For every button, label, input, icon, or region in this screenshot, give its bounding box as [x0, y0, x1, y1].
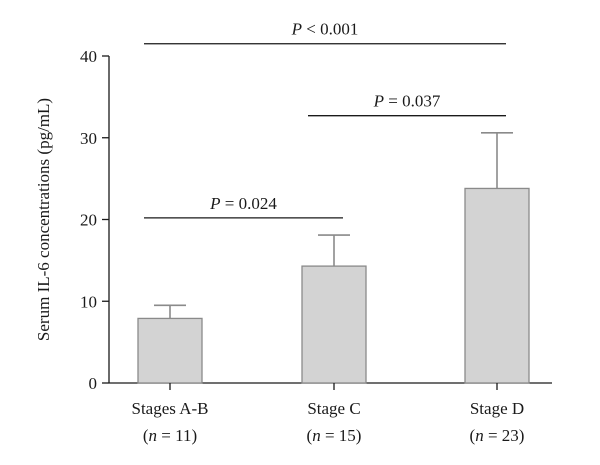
y-axis-title: Serum IL-6 concentrations (pg/mL)	[34, 98, 53, 341]
y-tick-label: 20	[80, 211, 97, 230]
y-tick-label: 10	[80, 292, 97, 311]
significance-label: P < 0.001	[291, 20, 359, 39]
bar	[301, 265, 367, 384]
x-category-n-label: (n = 15)	[307, 426, 362, 445]
y-ticks: 0 10 20 30 40	[80, 47, 109, 393]
x-category-label: Stage C	[307, 399, 360, 418]
x-category-label: Stages A-B	[132, 399, 209, 418]
y-tick-label: 30	[80, 129, 97, 148]
significance-label: P = 0.024	[209, 194, 277, 213]
x-category-n-label: (n = 23)	[470, 426, 525, 445]
significance-brackets: P = 0.024 P = 0.037 P < 0.001	[144, 20, 506, 219]
bar	[137, 317, 203, 384]
y-tick-label: 40	[80, 47, 97, 66]
x-category-label: Stage D	[470, 399, 524, 418]
error-bars	[154, 132, 513, 319]
y-tick-label: 0	[89, 374, 98, 393]
significance-label: P = 0.037	[373, 92, 441, 111]
bar	[464, 187, 530, 384]
x-category-labels: Stages A-B (n = 11) Stage C (n = 15) Stage D…	[132, 383, 525, 445]
x-category-n-label: (n = 11)	[143, 426, 197, 445]
